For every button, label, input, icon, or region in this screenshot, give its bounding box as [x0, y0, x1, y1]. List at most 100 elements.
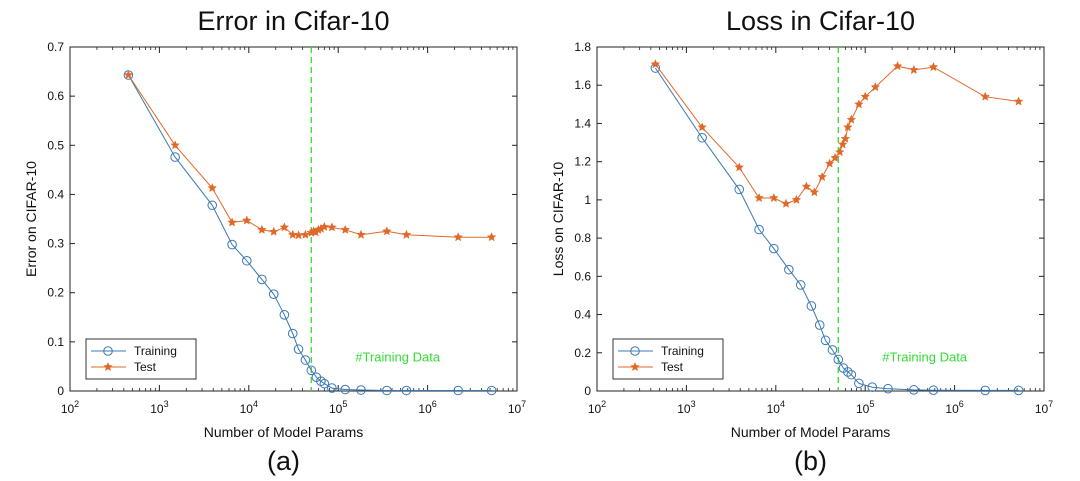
chart-a-training-line	[127, 74, 492, 391]
chart-a-training-point	[306, 365, 317, 376]
chart-a-test-point	[486, 232, 497, 242]
chart-b-test-point	[734, 162, 745, 172]
chart-a-ylabel: Error on CIFAR-10	[23, 161, 39, 277]
chart-a-training-point	[382, 385, 392, 396]
chart-a-training-point	[300, 355, 311, 365]
chart-b-training-point	[909, 385, 919, 395]
chart-b-training-point	[854, 378, 864, 389]
chart-a-test-point	[242, 215, 252, 225]
chart-a-plot-frame	[69, 46, 518, 392]
chart-b-xlabel: Number of Model Params	[731, 424, 891, 440]
chart-error-cifar10: Error in Cifar-10 0 0.1 0.2 0.3 0.4 0.5 0.6 0.7 1…	[23, 6, 526, 476]
chart-b-ytick-label: 0.4	[574, 308, 591, 322]
chart-b-test-point	[846, 114, 857, 124]
chart-b-training-point	[795, 280, 806, 290]
chart-b-ylabel: Loss on CIFAR-10	[550, 162, 566, 277]
chart-b-test-point	[928, 62, 939, 72]
chart-a-test-point	[257, 224, 267, 234]
chart-b-title: Loss in Cifar-10	[726, 6, 915, 36]
chart-a-test-point	[170, 140, 180, 150]
chart-a-test-point	[279, 222, 290, 232]
chart-b-training-point	[883, 383, 893, 394]
chart-a-xlabel: Number of Model Params	[204, 424, 364, 440]
chart-a-training-point	[319, 378, 330, 389]
chart-b-training-point	[833, 354, 844, 365]
chart-b-test-point	[980, 91, 990, 101]
chart-panel-b: Loss in Cifar-10 0 0.2 0.4 0.6 0.8 1 1.2 1.4 1.6 1…	[527, 0, 1067, 481]
chart-b-training-point	[769, 243, 779, 254]
chart-a-legend-box	[85, 338, 197, 380]
chart-b-training-point	[784, 264, 794, 275]
chart-a-training-point	[293, 344, 304, 355]
chart-b-test-point	[860, 91, 870, 101]
chart-a-test-point	[401, 229, 412, 239]
chart-b-training-point	[843, 367, 853, 377]
chart-a-xtick-label: 106	[418, 399, 436, 416]
chart-b-test-point	[769, 192, 779, 203]
chart-b-test-point	[870, 82, 881, 92]
chart-a-ytick-label: 0.2	[47, 286, 64, 300]
chart-b-ytick-label: 1.2	[574, 155, 591, 169]
chart-b-training-point	[734, 184, 745, 195]
chart-panel-a: Error in Cifar-10 0 0.1 0.2 0.3 0.4 0.5 0.6 0.7 1…	[23, 6, 526, 476]
chart-b-training-point	[806, 301, 817, 311]
chart-a-training-data-label: #Training Data	[355, 350, 441, 365]
chart-a-test-point	[356, 229, 366, 239]
chart-a-test-point	[453, 232, 463, 242]
chart-a-training-point	[486, 385, 497, 396]
chart-a-training-point	[316, 376, 326, 386]
chart-b-ytick-label: 1.8	[574, 40, 591, 54]
chart-b-test-point	[650, 59, 661, 69]
chart-a-training-point	[401, 385, 412, 396]
chart-a-training-point	[327, 383, 337, 393]
chart-b-test-point	[840, 133, 851, 143]
chart-a-legend-test-label: Test	[134, 360, 157, 374]
chart-b-test-point	[809, 187, 820, 197]
chart-a-training-point	[356, 385, 366, 395]
chart-a-title: Error in Cifar-10	[197, 6, 389, 36]
chart-a-test-point	[382, 226, 392, 236]
chart-b-ytick-label: 0	[584, 384, 591, 398]
chart-a-ytick-label: 0.5	[47, 138, 64, 152]
chart-b-training-point	[820, 335, 831, 346]
chart-a-xtick-label: 104	[240, 399, 258, 416]
chart-b-ytick-label: 1.4	[574, 116, 591, 130]
chart-a-ytick-label: 0.1	[47, 335, 64, 349]
chart-a-xtick-label: 105	[329, 399, 347, 416]
chart-b-test-point	[1013, 96, 1024, 106]
chart-b-training-line	[654, 67, 1019, 391]
chart-a-xtick-label: 107	[508, 399, 526, 416]
chart-a-training-point	[227, 239, 237, 250]
chart-b-test-point	[835, 147, 845, 157]
chart-b-test-line	[654, 63, 1019, 205]
chart-a-ytick-label: 0.4	[47, 187, 64, 201]
chart-b-test-point	[801, 181, 812, 191]
chart-a-training-point	[340, 384, 351, 395]
chart-a-ytick-label: 0.6	[47, 89, 64, 103]
chart-b-ytick-label: 0.2	[574, 346, 591, 360]
chart-b-test-point	[837, 139, 848, 149]
chart-a-xtick-label: 102	[61, 399, 79, 416]
chart-b-xtick-label: 104	[767, 399, 785, 416]
chart-b-test-point	[843, 122, 853, 132]
chart-a-test-point	[340, 224, 351, 234]
chart-a-training-point	[207, 200, 218, 211]
chart-b-xtick-label: 106	[945, 399, 963, 416]
chart-b-test-point	[824, 158, 835, 168]
chart-a-ytick-label: 0	[57, 384, 64, 398]
chart-a-training-point	[268, 289, 279, 299]
chart-b-legend-test-label: Test	[661, 360, 684, 374]
chart-b-test-point	[697, 122, 707, 132]
chart-b-training-point	[928, 385, 939, 396]
chart-a-training-point	[170, 152, 180, 162]
chart-b-test-point	[817, 171, 827, 182]
chart-b-test-point	[892, 61, 903, 71]
chart-a-test-point	[123, 69, 134, 80]
chart-b-training-point	[1013, 385, 1024, 396]
chart-b-training-point	[846, 369, 857, 380]
chart-b-legend-box	[612, 338, 724, 380]
chart-a-training-point	[257, 274, 267, 285]
chart-b-xtick-label: 105	[856, 399, 874, 416]
chart-b-training-point	[814, 320, 825, 330]
chart-a-test-point	[300, 229, 311, 239]
